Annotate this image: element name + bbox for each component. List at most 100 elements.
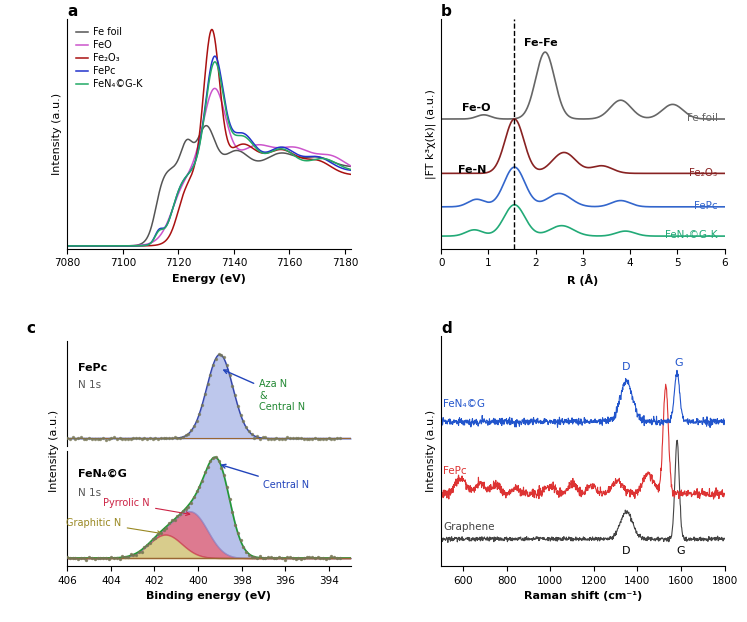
X-axis label: Energy (eV): Energy (eV) xyxy=(172,274,246,284)
Point xyxy=(254,552,266,562)
Text: FeN₄©G: FeN₄©G xyxy=(78,468,127,478)
Point xyxy=(86,434,98,443)
Text: Graphitic N: Graphitic N xyxy=(66,518,161,535)
Point xyxy=(100,435,112,445)
FeO xyxy=(152,235,161,243)
Point xyxy=(141,541,153,550)
Point xyxy=(311,434,323,443)
Point xyxy=(243,425,255,435)
Fe foil xyxy=(63,242,72,249)
Point xyxy=(309,552,321,562)
Point xyxy=(69,434,81,443)
Point xyxy=(218,353,230,363)
Point xyxy=(64,554,76,564)
FeO xyxy=(211,85,220,92)
Point xyxy=(83,434,95,443)
Fe₂O₃ xyxy=(143,242,152,249)
Fe₂O₃ xyxy=(152,241,161,249)
Point xyxy=(202,379,214,389)
Point xyxy=(284,552,296,562)
X-axis label: Binding energy (eV): Binding energy (eV) xyxy=(146,592,271,601)
Point xyxy=(122,552,134,562)
Point xyxy=(207,453,219,463)
Point xyxy=(267,434,279,444)
Text: a: a xyxy=(67,4,78,19)
Point xyxy=(320,554,332,564)
Text: Fe-O: Fe-O xyxy=(462,103,491,113)
Legend: Fe foil, FeO, Fe₂O₃, FePc, FeN₄©G-K: Fe foil, FeO, Fe₂O₃, FePc, FeN₄©G-K xyxy=(72,24,146,93)
Fe₂O₃ xyxy=(208,26,217,33)
Point xyxy=(81,555,93,565)
Point xyxy=(66,432,78,442)
Fe₂O₃ xyxy=(318,159,327,166)
FePc xyxy=(143,241,152,249)
Text: Fe₂O₃: Fe₂O₃ xyxy=(689,167,718,177)
Text: D: D xyxy=(622,546,630,556)
Text: Graphene: Graphene xyxy=(444,522,495,532)
Point xyxy=(133,547,145,557)
Point xyxy=(149,533,161,543)
Fe foil xyxy=(249,156,258,164)
Point xyxy=(249,552,261,562)
Point xyxy=(251,432,263,442)
Point xyxy=(314,434,326,443)
X-axis label: R (Å): R (Å) xyxy=(567,274,598,286)
Point xyxy=(240,422,252,432)
Point xyxy=(174,433,186,443)
Point xyxy=(215,463,227,473)
Point xyxy=(75,432,87,442)
Point xyxy=(190,486,202,496)
Point xyxy=(163,518,175,528)
Point xyxy=(221,483,233,493)
Point xyxy=(314,553,326,563)
Fe foil xyxy=(346,163,355,170)
Point xyxy=(100,553,112,563)
Point xyxy=(306,552,318,562)
Text: d: d xyxy=(441,321,452,336)
Point xyxy=(210,354,222,364)
Point xyxy=(262,434,274,443)
Text: G: G xyxy=(677,546,685,556)
Point xyxy=(246,429,258,439)
Line: Fe₂O₃: Fe₂O₃ xyxy=(67,29,350,246)
FeO xyxy=(346,162,355,170)
Point xyxy=(66,553,78,563)
Point xyxy=(273,552,285,562)
Point xyxy=(295,433,307,443)
FeN₄©G-K xyxy=(249,142,258,149)
FePc xyxy=(152,228,161,236)
Point xyxy=(226,508,238,518)
Point xyxy=(83,552,95,562)
Point xyxy=(265,434,277,444)
Point xyxy=(161,434,173,443)
Point xyxy=(75,553,87,563)
Y-axis label: Intensity (a.u.): Intensity (a.u.) xyxy=(426,410,436,492)
Point xyxy=(317,553,329,563)
Point xyxy=(331,554,343,564)
Point xyxy=(218,470,230,480)
FePc xyxy=(284,146,293,153)
Point xyxy=(111,435,123,445)
FePc xyxy=(132,242,141,249)
Point xyxy=(292,553,304,563)
FeN₄©G-K xyxy=(132,242,141,249)
Point xyxy=(196,476,208,486)
Point xyxy=(81,434,93,444)
Point xyxy=(202,462,214,471)
FeN₄©G-K xyxy=(63,242,72,249)
Point xyxy=(235,411,247,420)
Point xyxy=(223,494,235,504)
Point xyxy=(185,425,197,435)
X-axis label: Raman shift (cm⁻¹): Raman shift (cm⁻¹) xyxy=(524,592,642,601)
Point xyxy=(259,432,271,442)
Point xyxy=(94,434,106,443)
Point xyxy=(152,434,164,443)
Text: Fe-Fe: Fe-Fe xyxy=(524,38,557,48)
Point xyxy=(138,434,150,443)
FeN₄©G-K xyxy=(318,155,327,162)
Point xyxy=(323,433,335,443)
Point xyxy=(265,552,277,562)
Point xyxy=(102,434,114,444)
Point xyxy=(213,455,225,465)
Point xyxy=(303,552,315,562)
